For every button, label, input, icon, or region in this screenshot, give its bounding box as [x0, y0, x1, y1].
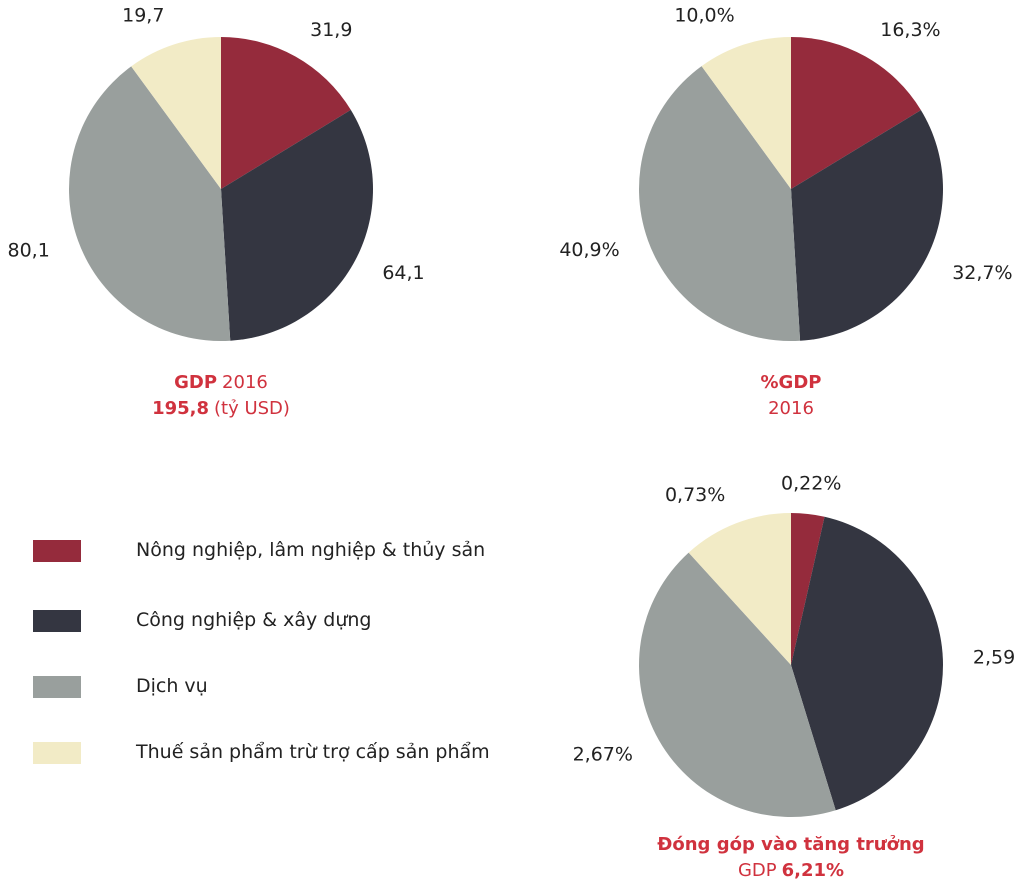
- pie-slice: [69, 66, 231, 341]
- pie-slice: [791, 37, 921, 189]
- legend-label: Công nghiệp & xây dựng: [136, 609, 372, 631]
- slice-label: 2,59%: [973, 647, 1014, 669]
- slice-label: 0,73%: [665, 484, 725, 506]
- slice-label: 31,9: [310, 19, 352, 41]
- pie-slice: [221, 37, 351, 189]
- caption: %GDP: [761, 372, 822, 393]
- caption-part: (tỷ USD): [214, 398, 290, 419]
- pie-slice: [791, 516, 943, 811]
- pie-slice: [701, 37, 791, 189]
- slice-label: 16,3%: [880, 19, 940, 41]
- caption: GDP 6,21%: [738, 860, 844, 881]
- caption-part: 6,21%: [782, 860, 844, 881]
- pie-slice: [791, 513, 825, 665]
- slice-label: 32,7%: [952, 262, 1012, 284]
- slice-label: 19,7: [122, 5, 164, 27]
- caption: Đóng góp vào tăng trưởng: [657, 834, 924, 855]
- pie-slice: [131, 37, 221, 189]
- pie-slice: [639, 66, 801, 341]
- legend-swatch: [33, 540, 81, 562]
- caption-part: 2016: [222, 372, 268, 393]
- legend-label: Nông nghiệp, lâm nghiệp & thủy sản: [136, 539, 486, 561]
- caption-part: GDP: [174, 372, 217, 393]
- caption: 2016: [768, 398, 814, 419]
- pie-slice: [221, 109, 373, 341]
- caption: GDP 2016: [174, 372, 268, 393]
- slice-label: 2,67%: [573, 744, 633, 766]
- legend-label: Thuế sản phẩm trừ trợ cấp sản phẩm: [136, 741, 490, 763]
- legend-swatch: [33, 742, 81, 764]
- pie-slice: [688, 513, 791, 665]
- pie-slice: [639, 552, 836, 818]
- legend-swatch: [33, 610, 81, 632]
- caption-part: %GDP: [761, 372, 822, 393]
- slice-label: 80,1: [8, 239, 50, 261]
- caption: 195,8 (tỷ USD): [152, 398, 290, 419]
- caption-part: 2016: [768, 398, 814, 419]
- caption-part: 195,8: [152, 398, 209, 419]
- caption-part: GDP: [738, 860, 777, 881]
- slice-label: 0,22%: [781, 473, 841, 495]
- legend-swatch: [33, 676, 81, 698]
- pie-slice: [791, 110, 944, 341]
- slice-label: 64,1: [382, 262, 424, 284]
- slice-label: 40,9%: [559, 239, 619, 261]
- slice-label: 10,0%: [674, 4, 734, 26]
- legend-label: Dịch vụ: [136, 675, 208, 697]
- caption-part: Đóng góp vào tăng trưởng: [657, 834, 924, 855]
